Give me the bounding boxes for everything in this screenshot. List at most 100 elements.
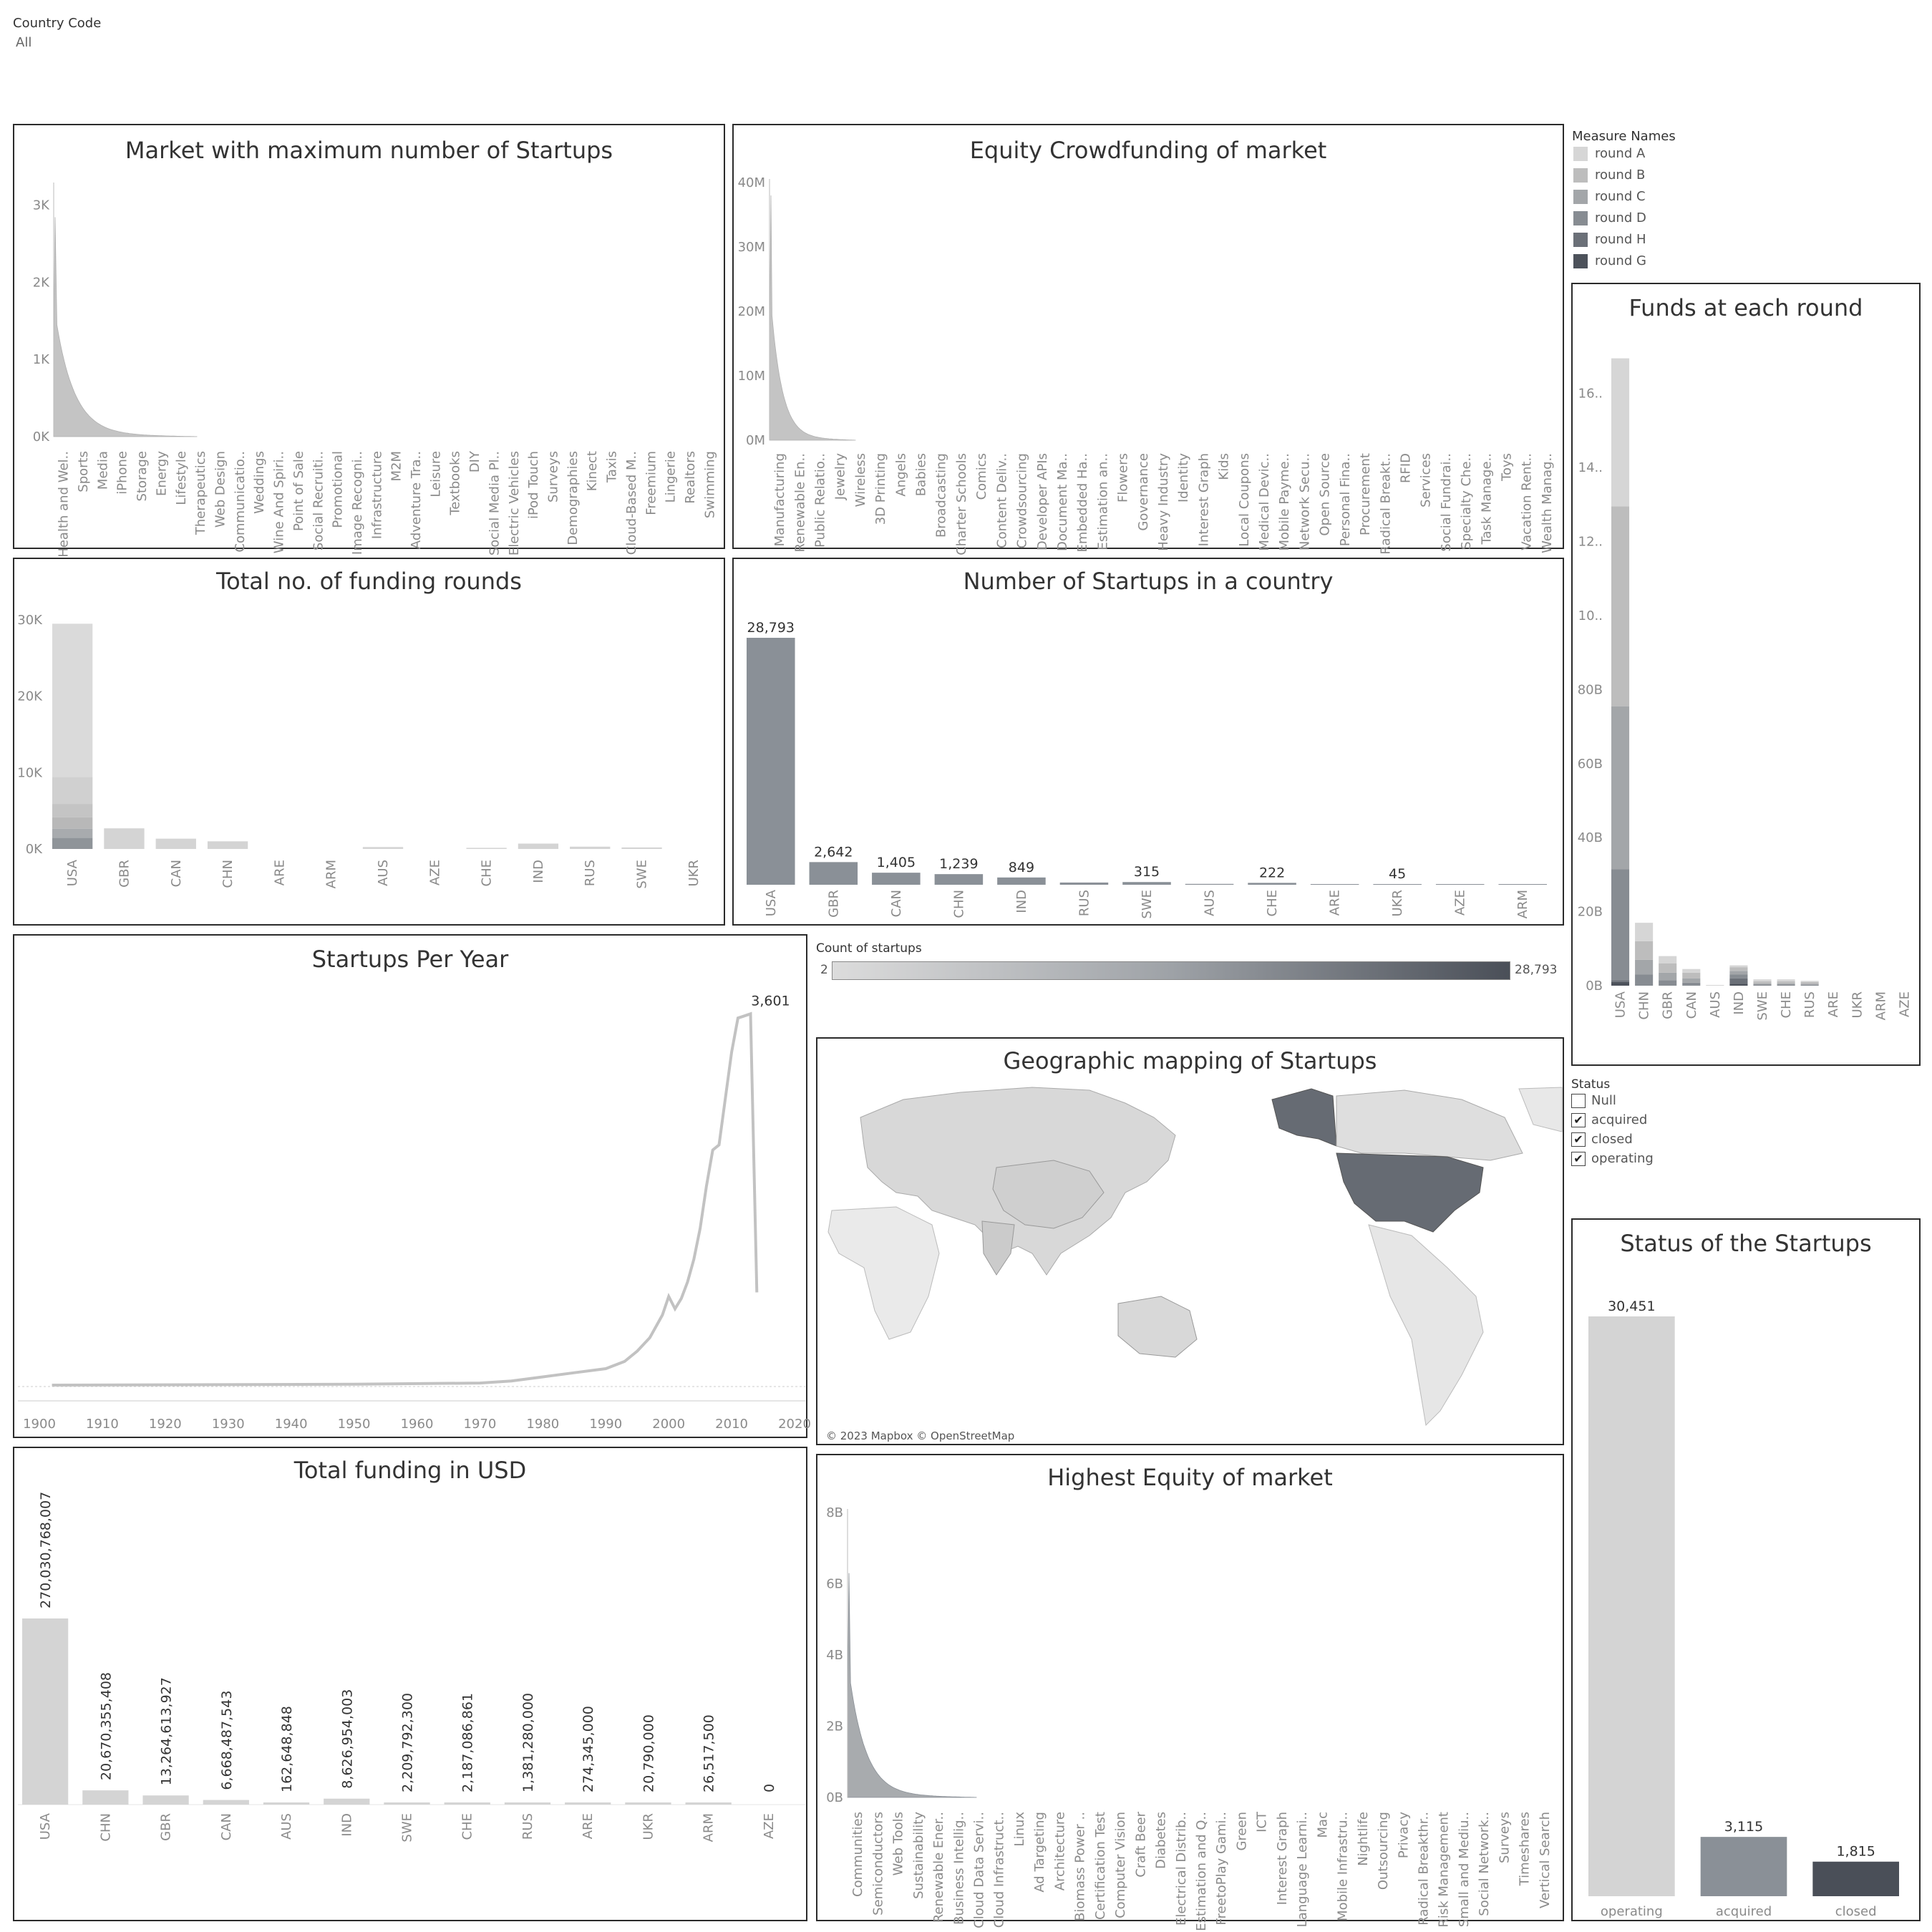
chart-title: Highest Equity of market <box>1047 1464 1333 1491</box>
category-label: CHN <box>98 1813 113 1842</box>
y-tick-label: 14.. <box>1578 460 1603 475</box>
y-tick-label: 16.. <box>1578 387 1603 402</box>
y-tick-label: 12.. <box>1578 535 1603 550</box>
category-label: Cloud Infrastruct.. <box>992 1812 1007 1928</box>
category-label: IND <box>1014 890 1029 913</box>
category-label: GBR <box>1661 991 1676 1019</box>
map-attribution: © 2023 Mapbox © OpenStreetMap <box>826 1429 1014 1442</box>
category-label: USA <box>65 859 80 886</box>
category-label: CAN <box>889 890 904 917</box>
category-label: ARM <box>324 860 339 888</box>
panel-funding-rounds: Total no. of funding rounds 0K 10K 20K 30K U… <box>13 558 725 926</box>
filter-label: Country Code <box>13 16 102 31</box>
legend-item-round-C[interactable]: round C <box>1573 189 1646 204</box>
checkbox[interactable] <box>1571 1093 1586 1108</box>
category-label: USA <box>1613 991 1628 1018</box>
category-label: UKR <box>686 860 702 887</box>
category-label: Surveys <box>546 451 561 503</box>
category-label: Renewable Ener.. <box>931 1812 946 1923</box>
category-label: AUS <box>376 860 391 886</box>
category-label: Wealth Manag.. <box>1540 453 1555 553</box>
chart-status: 30,451 operating 3,115 acquired 1,815 closed <box>1588 1298 1899 1919</box>
legend-item-round-A[interactable]: round A <box>1573 146 1645 161</box>
category-label: Small and Mediu.. <box>1457 1812 1472 1927</box>
category-label: Adventure Tra.. <box>409 451 424 549</box>
bar <box>22 1618 69 1805</box>
legend-item-round-G[interactable]: round G <box>1573 253 1646 268</box>
bar <box>1059 882 1109 885</box>
category-label: Lingerie <box>664 451 679 503</box>
bar-segment <box>1682 982 1701 986</box>
panel-equity-crowdfunding: Equity Crowdfunding of market 0M 10M 20M 30… <box>732 124 1564 555</box>
panel-status: Status of the Startups 30,451 operating 3,… <box>1571 1218 1921 1921</box>
category-label: Mobile Payme.. <box>1277 453 1292 551</box>
legend-item-round-H[interactable]: round H <box>1573 232 1646 247</box>
category-label: Radical Breakt.. <box>1378 453 1393 555</box>
category-label: AUS <box>279 1813 294 1840</box>
category-label: Broadcasting <box>934 453 949 538</box>
category-label: SWE <box>1755 991 1770 1021</box>
world-map[interactable]: © 2023 Mapbox © OpenStreetMap <box>817 1039 1565 1447</box>
bar-segment <box>52 623 93 777</box>
bar <box>934 874 984 885</box>
category-label: Green <box>1234 1812 1249 1851</box>
category-label: Therapeutics <box>193 451 208 535</box>
bar-segment <box>52 838 93 849</box>
category-label: Certification Test <box>1093 1812 1108 1920</box>
data-label: 1,239 <box>939 856 978 872</box>
category-label: ARE <box>1826 991 1841 1017</box>
legend-item-round-D[interactable]: round D <box>1573 210 1646 225</box>
y-tick-label: 3K <box>33 198 50 213</box>
area-series <box>847 1573 977 1798</box>
status-option-null[interactable]: Null <box>1571 1093 1616 1108</box>
category-label: SWE <box>635 860 650 889</box>
bar <box>1498 884 1547 885</box>
category-label: Health and Wel.. <box>57 451 72 558</box>
map-africa <box>827 1206 940 1340</box>
legend-swatch <box>1573 253 1588 268</box>
count-legend-title: Count of startups <box>816 941 922 956</box>
checkbox[interactable]: ✔ <box>1571 1112 1586 1127</box>
bar <box>104 828 145 849</box>
status-option-operating[interactable]: ✔ operating <box>1571 1151 1654 1166</box>
y-tick-label: 2K <box>33 275 50 290</box>
x-tick-label: 2000 <box>652 1417 685 1432</box>
category-label: Social Recruiti.. <box>311 451 326 550</box>
category-label: Mac <box>1315 1812 1330 1838</box>
category-label: Taxis <box>605 451 620 483</box>
category-label: Services <box>1419 453 1434 508</box>
category-label: ICT <box>1255 1811 1270 1833</box>
bar-segment <box>1777 979 1795 981</box>
bar-segment <box>1611 506 1630 707</box>
category-label: Leisure <box>428 451 443 497</box>
bar <box>621 847 662 849</box>
checkbox[interactable]: ✔ <box>1571 1151 1586 1166</box>
bar-segment <box>1800 984 1819 986</box>
category-label: Ad Targeting <box>1032 1812 1047 1893</box>
legend-swatch <box>1573 189 1588 204</box>
legend-swatch <box>1573 146 1588 161</box>
status-option-closed[interactable]: ✔ closed <box>1571 1132 1633 1147</box>
checkbox[interactable]: ✔ <box>1571 1132 1586 1147</box>
legend-item-round-B[interactable]: round B <box>1573 168 1645 183</box>
category-label: RUS <box>583 860 598 886</box>
status-filter-title: Status <box>1571 1077 1611 1092</box>
category-label: Realtors <box>683 451 698 504</box>
y-tick-label: 6B <box>826 1577 843 1592</box>
y-tick-label: 40M <box>738 175 765 190</box>
country-code-filter[interactable]: Country Code All <box>13 16 101 50</box>
category-label: Diabetes <box>1154 1812 1169 1869</box>
category-label: Document Ma.. <box>1055 453 1070 551</box>
count-legend: Count of startups 2 28,793 <box>816 941 1564 984</box>
y-tick-label: 8B <box>826 1505 843 1520</box>
data-label: 30,451 <box>1608 1298 1655 1314</box>
status-option-acquired[interactable]: ✔ acquired <box>1571 1112 1647 1127</box>
y-tick-label: 10.. <box>1578 608 1603 623</box>
category-label: M2M <box>389 451 404 482</box>
bar <box>362 847 404 849</box>
filter-value[interactable]: All <box>16 35 32 50</box>
legend-swatch <box>1573 168 1588 183</box>
y-tick-label: 10M <box>738 369 765 384</box>
category-label: Comics <box>974 453 989 500</box>
category-label: operating <box>1601 1904 1663 1919</box>
